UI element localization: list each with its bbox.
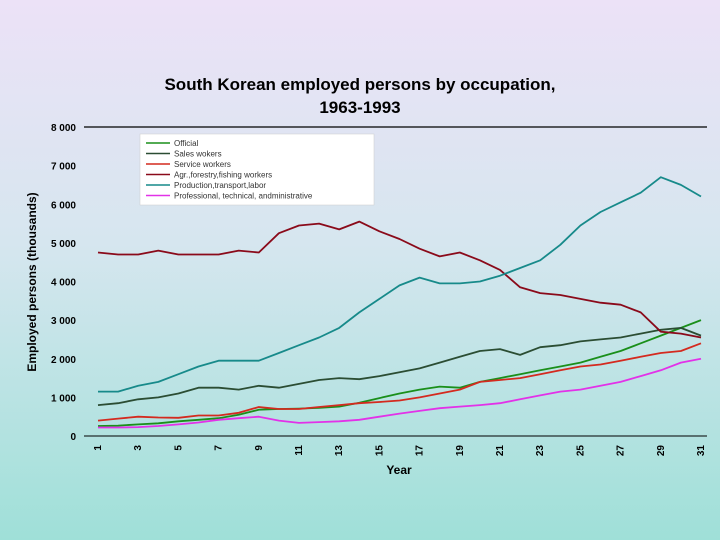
x-tick-label: 5 bbox=[173, 445, 184, 451]
y-tick-label: 4 000 bbox=[51, 278, 76, 289]
x-tick-label: 29 bbox=[656, 445, 667, 457]
x-tick-label: 19 bbox=[455, 445, 466, 457]
x-tick-label: 21 bbox=[495, 445, 506, 457]
chart-title-line2: 1963-1993 bbox=[319, 98, 400, 117]
x-tick-label: 11 bbox=[294, 445, 305, 456]
series-line-4 bbox=[97, 220, 702, 339]
y-tick-label: 8 000 bbox=[51, 123, 76, 134]
y-tick-label: 0 bbox=[70, 432, 76, 443]
legend-entry: Production,transport,labor bbox=[174, 181, 266, 190]
x-tick-label: 25 bbox=[575, 445, 586, 457]
x-tick-label: 7 bbox=[214, 445, 225, 451]
legend-entry: Agr.,forestry,fishing workers bbox=[174, 171, 272, 180]
series-line-6 bbox=[98, 357, 702, 429]
series-line-1 bbox=[97, 319, 702, 427]
y-tick-label: 6 000 bbox=[51, 200, 76, 211]
x-tick-label: 9 bbox=[254, 445, 265, 451]
x-tick-label: 3 bbox=[133, 445, 144, 451]
x-axis-label: Year bbox=[386, 463, 412, 477]
x-tick-label: 1 bbox=[93, 445, 104, 451]
chart-title-line1: South Korean employed persons by occupat… bbox=[164, 75, 555, 94]
x-tick-label: 17 bbox=[415, 445, 426, 457]
y-axis-label: Employed persons (thousands) bbox=[25, 192, 39, 371]
x-tick-label: 27 bbox=[616, 445, 627, 457]
series-lines bbox=[97, 176, 702, 429]
x-tick-labels: 1 3 5 7 9 11 13 15 17 19 21 23 25 27 29 31 bbox=[93, 445, 707, 457]
x-tick-label: 31 bbox=[696, 445, 707, 457]
y-tick-labels: 0 1 000 2 000 3 000 4 000 5 000 6 000 7 000 8 00… bbox=[51, 123, 76, 443]
y-tick-label: 2 000 bbox=[51, 355, 76, 366]
series-line-3 bbox=[97, 342, 702, 422]
x-tick-label: 15 bbox=[374, 445, 385, 457]
y-tick-label: 5 000 bbox=[51, 239, 76, 250]
plot-area: 0 1 000 2 000 3 000 4 000 5 000 6 000 7 000 8 00… bbox=[51, 123, 707, 456]
series-line-5 bbox=[98, 176, 702, 393]
legend-entry: Service workers bbox=[174, 160, 231, 169]
series-line-2 bbox=[97, 326, 702, 406]
legend-box bbox=[139, 133, 375, 206]
legend-entry: Official bbox=[174, 139, 199, 148]
legend-entry: Professional, technical, andministrative bbox=[174, 192, 313, 201]
x-tick-label: 23 bbox=[535, 445, 546, 457]
legend-entry: Sales wokers bbox=[174, 150, 222, 159]
x-tick-label: 13 bbox=[334, 445, 345, 457]
y-tick-label: 7 000 bbox=[51, 162, 76, 173]
y-tick-label: 3 000 bbox=[51, 316, 76, 327]
y-tick-label: 1 000 bbox=[51, 393, 76, 404]
